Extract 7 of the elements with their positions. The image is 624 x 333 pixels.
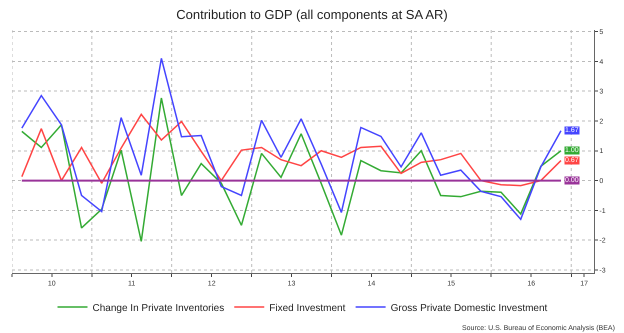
line-series bbox=[21, 58, 562, 220]
legend-label: Gross Private Domestic Investment bbox=[390, 302, 548, 314]
chart-title: Contribution to GDP (all components at SA AR) bbox=[176, 7, 448, 22]
line-series bbox=[21, 114, 562, 186]
line-series bbox=[21, 97, 562, 242]
legend-label: Fixed Investment bbox=[269, 302, 346, 314]
legend-label: Change In Private Inventories bbox=[92, 302, 224, 314]
